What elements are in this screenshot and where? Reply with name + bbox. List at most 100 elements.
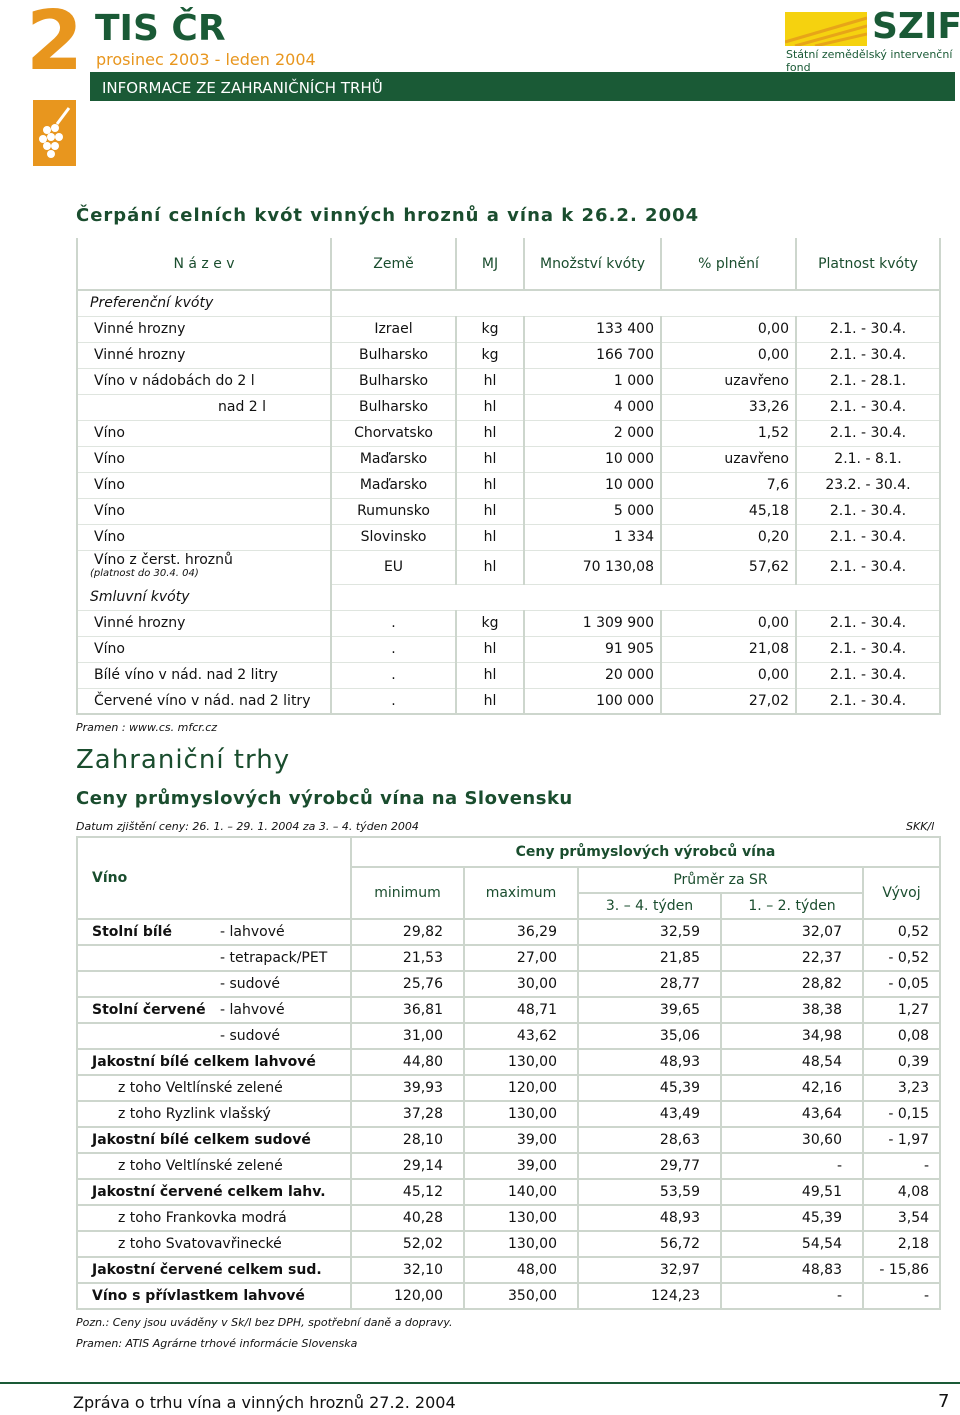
column-header: Vývoj	[861, 866, 942, 920]
value-cell: 52,02	[350, 1230, 465, 1258]
cell: 2.1. - 8.1.	[795, 445, 941, 472]
item-label: - sudové	[220, 1028, 281, 1044]
value-cell: 28,82	[720, 970, 864, 998]
cell-text: Víno v nádobách do 2 l	[94, 373, 255, 389]
cell: .	[330, 661, 457, 688]
cell-note: (platnost do 30.4. 04)	[90, 568, 199, 580]
table-row: Jakostní červené celkem lahv. 45,12 140,00…	[76, 1178, 942, 1206]
table-row: nad 2 l Bulharsko hl 4 000 33,26 2.1. - 30.4.	[76, 393, 941, 420]
cell: 57,62	[660, 549, 797, 584]
value-cell: 30,60	[720, 1126, 864, 1154]
value-cell: 3,54	[861, 1204, 942, 1232]
header-row: N á z e v Země MJ Množství kvóty% plnění Pla…	[76, 238, 941, 291]
cell-text: Bílé víno v nád. nad 2 litry	[94, 667, 278, 683]
table-row: Vinné hrozny. kg 1 309 900 0,00 2.1. - 30.4.	[76, 609, 941, 636]
value-cell: 48,93	[577, 1048, 722, 1076]
cell: kg	[455, 315, 525, 342]
group-spacer	[330, 583, 941, 610]
cell: hl	[455, 661, 525, 688]
group-label: Stolní červené	[92, 1002, 206, 1018]
table-row: - sudové 25,76 30,00 28,77 28,82- 0,05	[76, 970, 942, 998]
cell: 23.2. - 30.4.	[795, 471, 941, 498]
value-cell: -	[861, 1282, 942, 1310]
value-cell: -	[720, 1282, 864, 1310]
cell: 1 309 900	[523, 609, 662, 636]
table-row: Jakostní bílé celkem sudové 28,10 39,00 28,…	[76, 1126, 942, 1154]
row-label: - sudové	[76, 970, 352, 998]
table-row: Vinné hrozny Bulharsko kg 166 700 0,00 2.1. -…	[76, 341, 941, 368]
cell-text: Víno z čerst. hroznů	[94, 552, 233, 569]
cell: Víno	[76, 635, 332, 662]
cell: 0,00	[660, 609, 797, 636]
cell: Vinné hrozny	[76, 341, 332, 368]
group-label: Jakostní bílé celkem lahvové	[92, 1054, 316, 1070]
value-cell: 49,51	[720, 1178, 864, 1206]
table-row: z toho Ryzlink vlašský 37,28 130,00 43,49 43…	[76, 1100, 942, 1128]
column-group-header: Ceny průmyslových výrobců vína	[349, 836, 942, 868]
row-label: Jakostní bílé celkem sudové	[76, 1126, 352, 1154]
value-cell: 45,39	[577, 1074, 722, 1102]
row-label: Jakostní červené celkem lahv.	[76, 1178, 352, 1206]
value-cell: -	[720, 1152, 864, 1180]
value-cell: 21,53	[350, 944, 465, 972]
value-cell: 21,85	[577, 944, 722, 972]
cell: Červené víno v nád. nad 2 litry	[76, 687, 332, 715]
item-label: - lahvové	[220, 1002, 285, 1018]
cell: Víno	[76, 445, 332, 472]
cell-text: nad 2 l	[218, 399, 267, 415]
column-header: % plnění	[660, 238, 797, 291]
cell: EU	[330, 549, 457, 584]
value-cell: 2,18	[861, 1230, 942, 1258]
cell: 45,18	[660, 497, 797, 524]
row-label: z toho Ryzlink vlašský	[76, 1100, 352, 1128]
group-label: Stolní bílé	[92, 924, 172, 940]
table-row: - sudové 31,00 43,62 35,06 34,98 0,08	[76, 1022, 942, 1050]
cell: Maďarsko	[330, 445, 457, 472]
cell: 0,00	[660, 315, 797, 342]
cell: 2.1. - 30.4.	[795, 549, 941, 584]
row-label: z toho Veltlínské zelené	[76, 1152, 352, 1180]
cell-text: Víno	[94, 529, 125, 545]
value-cell: - 0,52	[861, 944, 942, 972]
cell: Víno	[76, 497, 332, 524]
detail-label: z toho Veltlínské zelené	[118, 1080, 283, 1096]
row-label: Víno s přívlastkem lahvové	[76, 1282, 352, 1310]
value-cell: 4,08	[861, 1178, 942, 1206]
value-cell: 39,93	[350, 1074, 465, 1102]
row-label: z toho Veltlínské zelené	[76, 1074, 352, 1102]
cell: 27,02	[660, 687, 797, 715]
column-header: Víno	[76, 836, 352, 920]
column-header: Platnost kvóty	[795, 238, 941, 291]
cell: Bulharsko	[330, 341, 457, 368]
item-label: - tetrapack/PET	[220, 950, 328, 966]
column-header: MJ	[455, 238, 525, 291]
cell: 1 334	[523, 523, 662, 550]
column-header: 1. – 2. týden	[720, 892, 864, 920]
row-label: Jakostní bílé celkem lahvové	[76, 1048, 352, 1076]
cell: 2.1. - 30.4.	[795, 497, 941, 524]
cell: 0,20	[660, 523, 797, 550]
cell-text: Víno	[94, 425, 125, 441]
table-row: z toho Frankovka modrá 40,28 130,00 48,93 45…	[76, 1204, 942, 1232]
cell: Víno z čerst. hroznů (platnost do 30.4. 0…	[76, 549, 332, 584]
value-cell: 44,80	[350, 1048, 465, 1076]
value-cell: 30,00	[463, 970, 579, 998]
cell: 2.1. - 30.4.	[795, 523, 941, 550]
cell: Víno	[76, 419, 332, 446]
cell: Bílé víno v nád. nad 2 litry	[76, 661, 332, 688]
cell: Víno v nádobách do 2 l	[76, 367, 332, 394]
detail-label: z toho Veltlínské zelené	[118, 1158, 283, 1174]
value-cell: 45,12	[350, 1178, 465, 1206]
value-cell: 32,10	[350, 1256, 465, 1284]
logo-graphic	[785, 12, 867, 46]
cell: hl	[455, 445, 525, 472]
value-cell: 36,29	[463, 918, 579, 946]
value-cell: 28,63	[577, 1126, 722, 1154]
value-cell: 39,65	[577, 996, 722, 1024]
issue-number: 2	[26, 0, 84, 89]
cell: 1 000	[523, 367, 662, 394]
row-label: - sudové	[76, 1022, 352, 1050]
cell: 33,26	[660, 393, 797, 420]
value-cell: 124,23	[577, 1282, 722, 1310]
